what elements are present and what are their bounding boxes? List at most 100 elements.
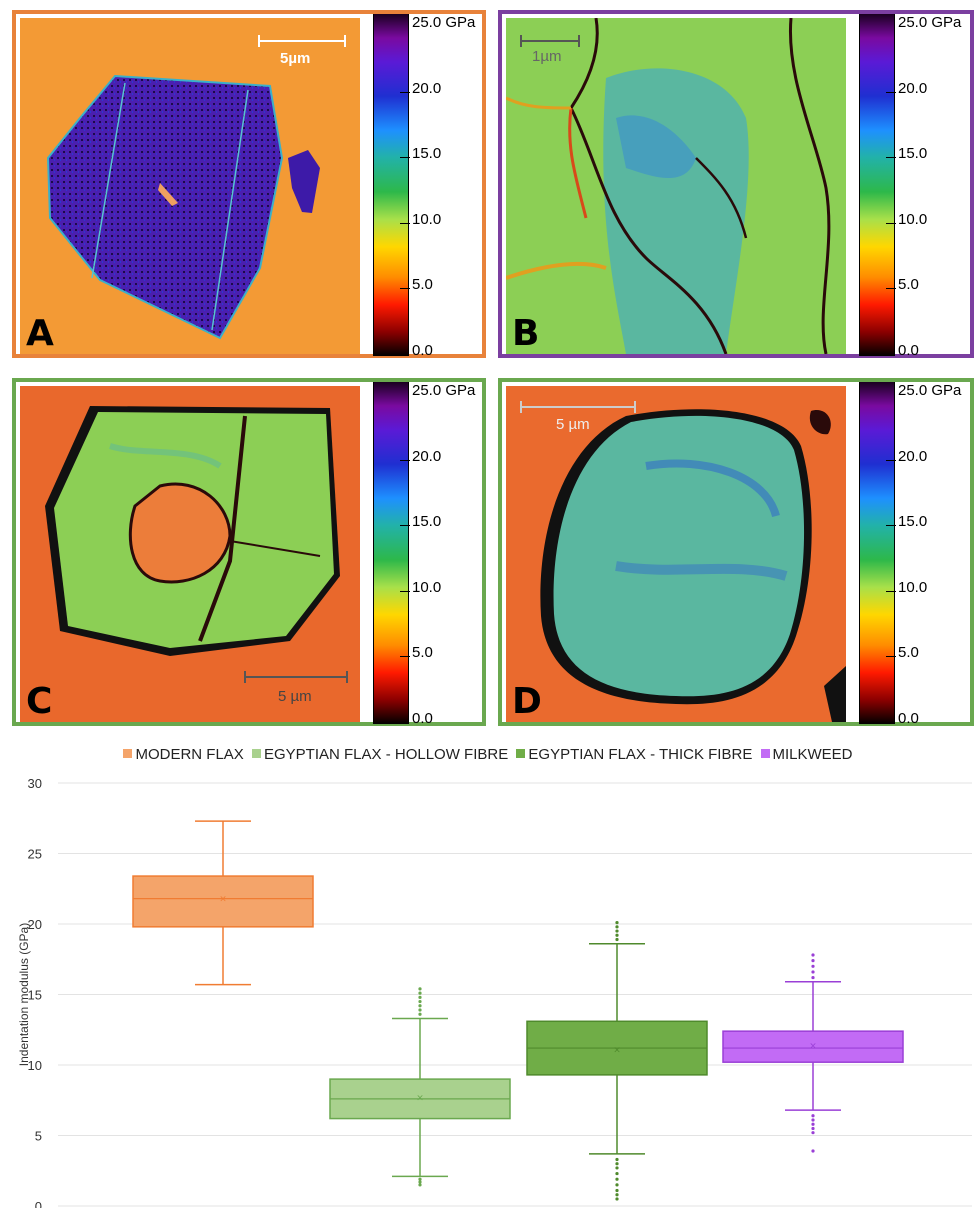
outlier-point [418, 999, 422, 1004]
colorbar-tick-label: 25.0 GPa [898, 382, 962, 399]
outlier-point [418, 1008, 422, 1012]
afm-panel-d: 5 µm D 25.0 GPa 20.0 15.0 10.0 5.0 0.0 [498, 378, 974, 727]
outlier-point [811, 1122, 815, 1126]
colorbar-d [859, 382, 895, 724]
modulus-map-d [506, 386, 846, 722]
scale-bar-b [520, 35, 580, 47]
legend-label: EGYPTIAN FLAX - THICK FIBRE [528, 746, 753, 763]
outlier-point [418, 1012, 422, 1016]
colorbar-b [859, 14, 895, 356]
outlier-point [615, 1188, 619, 1193]
legend-label: MILKWEED [772, 746, 853, 763]
scale-label-b: 1µm [532, 48, 562, 65]
colorbar-tick [400, 525, 410, 527]
colorbar-tick [400, 157, 410, 159]
outlier-point [418, 1180, 422, 1184]
colorbar-tick [886, 222, 896, 224]
box-iqr [722, 1030, 904, 1063]
outlier-point [615, 1177, 619, 1181]
outlier-point [615, 1193, 619, 1197]
colorbar-tick-label: 20.0 [412, 447, 442, 465]
outlier-point [615, 937, 619, 942]
colorbar-tick-label: 15.0 [898, 513, 928, 531]
colorbar-tick-label: 0.0 [898, 342, 919, 359]
outlier-point [615, 925, 619, 929]
outlier-point [418, 991, 422, 995]
mean-marker: × [613, 1045, 621, 1055]
colorbar-tick-label: 15.0 [898, 145, 928, 163]
colorbar-tick [400, 459, 410, 461]
legend-item: EGYPTIAN FLAX - THICK FIBRE [516, 746, 752, 763]
outlier-point [418, 1177, 422, 1181]
colorbar-tick-label: 20.0 [898, 447, 928, 465]
mean-marker: × [219, 895, 227, 905]
afm-panel-a: 5µm A 25.0 GPa 20.0 15.0 10.0 5.0 0.0 [12, 10, 486, 359]
colorbar-tick [886, 525, 896, 527]
legend-swatch [760, 749, 770, 758]
outlier-point [615, 1166, 619, 1170]
scale-label-a: 5µm [280, 50, 311, 67]
mean-marker: × [809, 1041, 817, 1051]
colorbar-tick [886, 459, 896, 461]
mean-marker: × [416, 1093, 424, 1103]
legend-label: EGYPTIAN FLAX - HOLLOW FIBRE [264, 746, 509, 763]
outlier-point [615, 929, 619, 933]
colorbar-tick-label: 10.0 [412, 578, 442, 596]
colorbar-tick-label: 20.0 [412, 79, 442, 97]
colorbar-tick-label: 15.0 [412, 513, 442, 531]
colorbar-tick-label: 20.0 [898, 79, 928, 97]
y-tick-label: 5 [35, 1129, 42, 1144]
colorbar-tick-label: 5.0 [898, 644, 919, 662]
colorbar-tick [886, 590, 896, 592]
colorbar-tick-label: 10.0 [898, 210, 928, 228]
scale-label-c: 5 µm [278, 688, 312, 705]
afm-panel-b: 1µm B 25.0 GPa 20.0 15.0 10.0 5.0 0.0 [498, 10, 974, 359]
colorbar-tick-label: 10.0 [898, 578, 928, 596]
colorbar-tick-label: 25.0 GPa [898, 14, 962, 31]
scale-label-d: 5 µm [556, 416, 590, 433]
colorbar-tick-label: 5.0 [412, 644, 433, 662]
outlier-point [418, 1004, 422, 1008]
outlier-point [811, 1126, 815, 1131]
scale-bar-c [244, 671, 348, 683]
outlier-point [418, 1183, 422, 1187]
colorbar-tick [886, 656, 896, 658]
legend-label: MODERN FLAX [135, 746, 244, 763]
colorbar-tick-label: 15.0 [412, 145, 442, 163]
outlier-point [811, 1131, 815, 1135]
panel-letter-d: D [512, 681, 542, 722]
colorbar-c [373, 382, 409, 724]
colorbar-a [373, 14, 409, 356]
colorbar-tick-label: 25.0 GPa [412, 382, 476, 399]
colorbar-tick [400, 590, 410, 592]
colorbar-tick [400, 656, 410, 658]
colorbar-tick [886, 157, 896, 159]
panel-letter-b: B [512, 313, 540, 354]
panel-letter-c: C [26, 681, 53, 722]
outlier-point [811, 1118, 815, 1122]
outlier-point [615, 1183, 619, 1187]
colorbar-tick-label: 0.0 [412, 342, 433, 359]
y-tick-label: 20 [28, 917, 42, 932]
scale-bar-d [520, 401, 636, 413]
colorbar-tick [400, 91, 410, 93]
colorbar-tick [400, 288, 410, 290]
outlier-point [811, 970, 815, 974]
colorbar-tick-label: 5.0 [412, 276, 433, 294]
y-tick-label: 0 [35, 1199, 42, 1208]
outlier-point [811, 975, 815, 980]
colorbar-tick [886, 288, 896, 290]
legend-item: EGYPTIAN FLAX - HOLLOW FIBRE [252, 746, 508, 763]
legend-item: MILKWEED [760, 746, 853, 763]
afm-panel-c: 5 µm C 25.0 GPa 20.0 15.0 10.0 5.0 0.0 [12, 378, 486, 727]
outlier-point [615, 933, 619, 937]
legend-swatch [252, 749, 261, 758]
colorbar-tick-label: 10.0 [412, 210, 442, 228]
legend-swatch [516, 749, 526, 758]
colorbar-tick-label: 25.0 GPa [412, 14, 476, 31]
y-tick-label: 30 [28, 776, 42, 791]
outlier-point [615, 1171, 619, 1176]
legend-item: MODERN FLAX [123, 746, 244, 763]
colorbar-tick [886, 91, 896, 93]
y-tick-label: 25 [28, 847, 42, 862]
